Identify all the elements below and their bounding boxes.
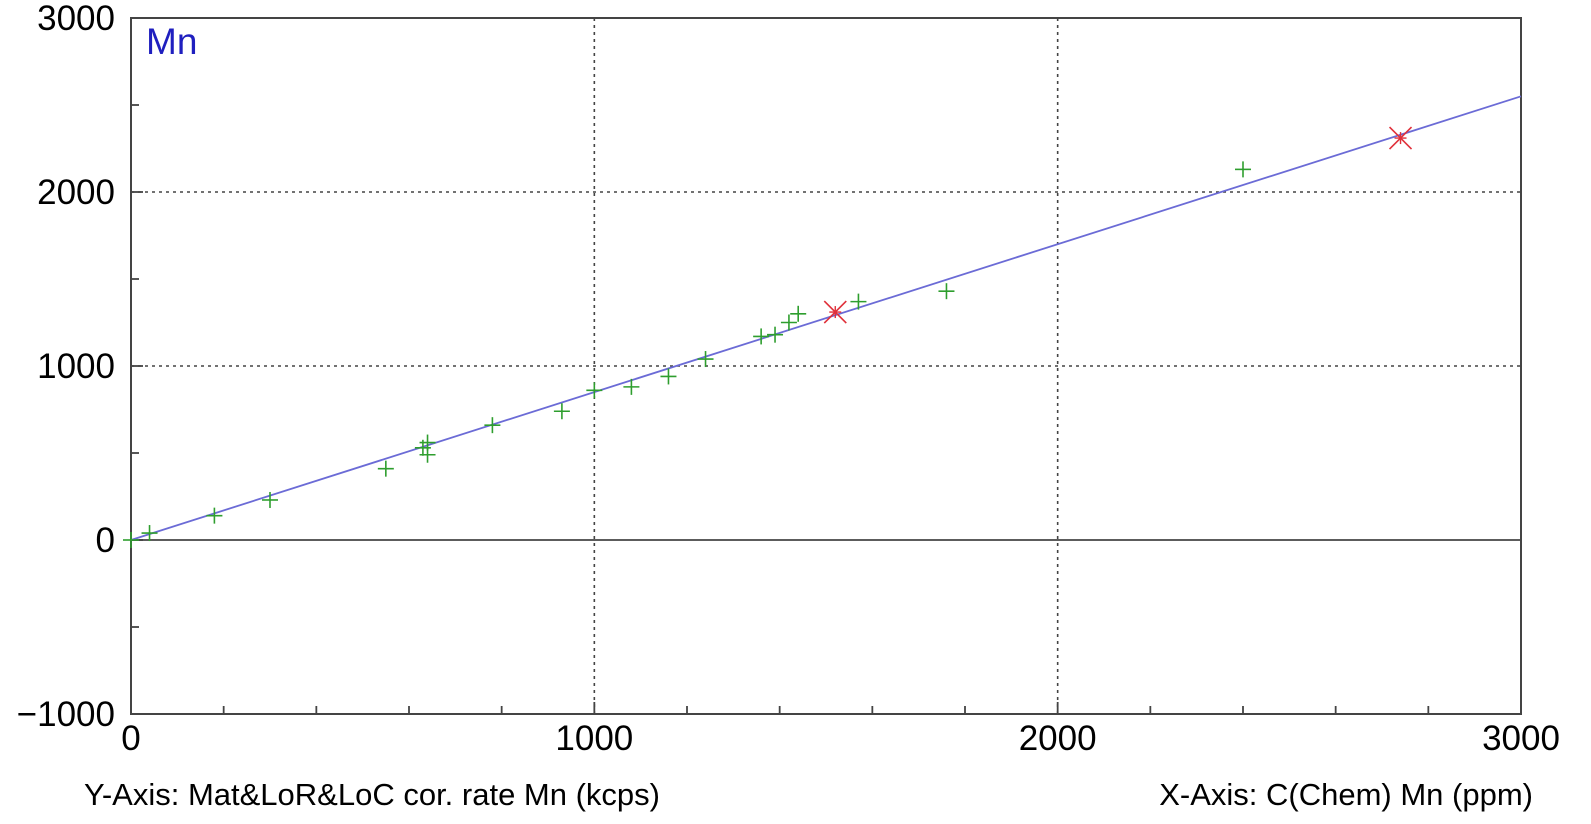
x-tick-label: 3000	[1482, 719, 1560, 758]
outlier-point	[823, 300, 847, 324]
x-tick-label: 0	[121, 719, 140, 758]
x-tick-label: 1000	[555, 719, 633, 758]
data-point	[697, 351, 714, 368]
data-point	[377, 460, 394, 477]
y-tick-label: 0	[96, 521, 115, 560]
grid-lines	[131, 18, 1521, 714]
data-point	[790, 305, 807, 322]
data-point	[753, 328, 770, 345]
data-point	[780, 314, 797, 331]
y-tick-label: −1000	[17, 695, 115, 734]
data-point	[850, 293, 867, 310]
y-axis-label: Y-Axis: Mat&LoR&LoC cor. rate Mn (kcps)	[84, 777, 660, 812]
data-point	[484, 417, 501, 434]
data-point	[767, 326, 784, 343]
data-point	[553, 403, 570, 420]
regression-line	[130, 95, 1522, 541]
data-point	[206, 507, 223, 524]
data-point	[623, 378, 640, 395]
x-tick-label: 2000	[1019, 719, 1097, 758]
fit-line	[130, 95, 1522, 541]
data-points	[123, 126, 1413, 548]
y-tick-label: 1000	[37, 347, 115, 386]
outlier-point	[1388, 126, 1413, 150]
data-point	[938, 283, 955, 300]
x-axis-label: X-Axis: C(Chem) Mn (ppm)	[1159, 777, 1533, 812]
data-point	[141, 525, 158, 542]
chart-title: Mn	[146, 21, 197, 62]
data-point	[419, 446, 436, 463]
y-tick-label: 2000	[37, 173, 115, 212]
data-point	[1235, 161, 1251, 178]
y-tick-label: 3000	[37, 0, 115, 38]
data-point	[123, 532, 139, 548]
data-point	[660, 368, 677, 385]
data-point	[586, 382, 603, 399]
data-point	[262, 491, 278, 508]
